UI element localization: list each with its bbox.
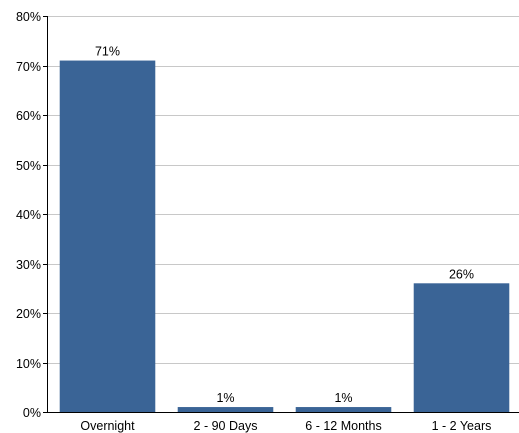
y-tick-label: 30% bbox=[16, 258, 41, 272]
x-category-label: Overnight bbox=[80, 419, 135, 433]
bar-overnight bbox=[59, 60, 156, 413]
x-category-label: 1 - 2 Years bbox=[432, 419, 492, 433]
y-tick-label: 40% bbox=[16, 208, 41, 222]
y-tick-label: 70% bbox=[16, 60, 41, 74]
bars bbox=[59, 60, 510, 413]
x-axis-categories: Overnight 2 - 90 Days 6 - 12 Months 1 - 2 Y… bbox=[80, 419, 491, 433]
y-tick-label: 50% bbox=[16, 159, 41, 173]
x-category-label: 2 - 90 Days bbox=[194, 419, 258, 433]
data-label: 1% bbox=[334, 391, 352, 405]
bar-6-12-months bbox=[295, 407, 392, 412]
y-tick-label: 20% bbox=[16, 307, 41, 321]
data-label: 26% bbox=[449, 267, 474, 281]
y-axis-ticks: 0% 10% 20% 30% 40% 50% 60% 70% 80% bbox=[16, 10, 47, 420]
bar-2-90-days bbox=[177, 407, 274, 412]
y-tick-label: 60% bbox=[16, 109, 41, 123]
bar-1-2-years bbox=[413, 283, 510, 412]
data-label: 71% bbox=[95, 45, 120, 59]
x-category-label: 6 - 12 Months bbox=[305, 419, 381, 433]
data-label: 1% bbox=[216, 391, 234, 405]
y-tick-label: 0% bbox=[23, 406, 41, 420]
y-tick-label: 80% bbox=[16, 10, 41, 24]
y-tick-label: 10% bbox=[16, 357, 41, 371]
data-labels: 71% 1% 1% 26% bbox=[95, 45, 474, 405]
